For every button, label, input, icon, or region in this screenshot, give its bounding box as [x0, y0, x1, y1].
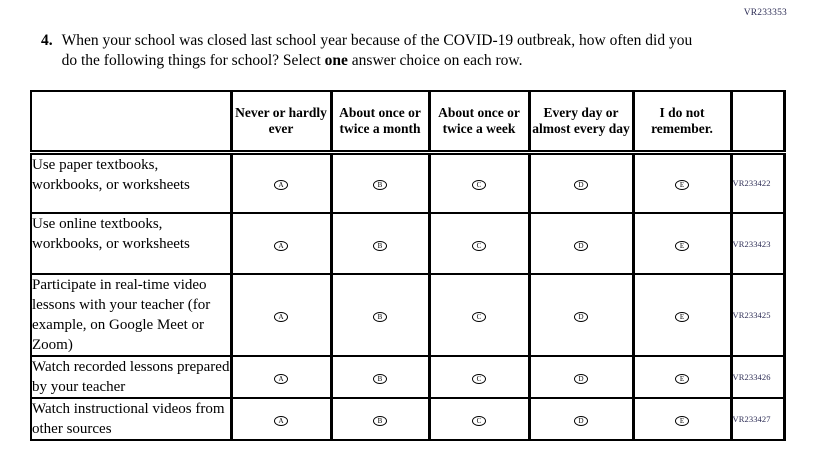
answer-cell-c[interactable]: C [427, 397, 530, 441]
answer-bubble-a[interactable]: A [274, 180, 288, 191]
answer-cell-d[interactable]: D [527, 397, 634, 441]
answer-cell-d[interactable]: D [527, 355, 634, 399]
answer-cell-e[interactable]: E [631, 273, 732, 357]
row-label: Use online textbooks, workbooks, or work… [30, 212, 232, 275]
row-label: Use paper textbooks, workbooks, or works… [30, 151, 232, 214]
answer-cell-a[interactable]: A [229, 273, 332, 357]
answer-bubble-b[interactable]: B [373, 180, 387, 191]
answer-cell-b[interactable]: B [329, 397, 430, 441]
answer-cell-b[interactable]: B [329, 355, 430, 399]
answer-cell-d[interactable]: D [527, 212, 634, 275]
answer-bubble-e[interactable]: E [675, 416, 689, 426]
table-row-video-lessons: Participate in real-time video lessons w… [30, 273, 786, 357]
answer-bubble-d[interactable]: D [574, 312, 588, 322]
question-text-before: When your school was closed last school … [61, 32, 693, 69]
header-row: Never or hardly ever About once or twice… [30, 90, 786, 155]
answer-cell-e[interactable]: E [631, 151, 732, 214]
answer-bubble-e[interactable]: E [675, 374, 689, 384]
answer-bubble-e[interactable]: E [675, 240, 689, 251]
answer-cell-e[interactable]: E [631, 355, 732, 399]
answer-bubble-a[interactable]: A [274, 240, 288, 251]
answer-bubble-a[interactable]: A [274, 374, 288, 384]
answer-bubble-d[interactable]: D [574, 180, 588, 191]
answer-bubble-d[interactable]: D [574, 374, 588, 384]
row-code: VR233427 [729, 397, 786, 441]
corner-cell [30, 90, 232, 155]
answer-cell-e[interactable]: E [631, 212, 732, 275]
form-code: VR233353 [743, 8, 787, 18]
answer-bubble-c[interactable]: C [472, 312, 486, 322]
answer-cell-c[interactable]: C [427, 355, 530, 399]
header-code-column [729, 90, 786, 155]
row-label: Watch instructional videos from other so… [30, 397, 232, 441]
answer-cell-e[interactable]: E [631, 397, 732, 441]
answer-cell-b[interactable]: B [329, 151, 430, 214]
header-never-or-hardly-ever: Never or hardly ever [229, 90, 332, 155]
answer-bubble-b[interactable]: B [373, 240, 387, 251]
row-code: VR233425 [729, 273, 786, 357]
answer-cell-d[interactable]: D [527, 151, 634, 214]
answer-cell-c[interactable]: C [427, 212, 530, 275]
answer-bubble-e[interactable]: E [675, 180, 689, 191]
answer-bubble-b[interactable]: B [373, 312, 387, 322]
table-row-online-textbooks: Use online textbooks, workbooks, or work… [30, 212, 786, 275]
answer-bubble-a[interactable]: A [274, 312, 288, 322]
row-code: VR233426 [729, 355, 786, 399]
answer-cell-c[interactable]: C [427, 273, 530, 357]
answer-cell-b[interactable]: B [329, 212, 430, 275]
answer-bubble-e[interactable]: E [675, 312, 689, 322]
answer-cell-a[interactable]: A [229, 151, 332, 214]
answer-bubble-c[interactable]: C [472, 374, 486, 384]
answer-cell-d[interactable]: D [527, 273, 634, 357]
answer-cell-b[interactable]: B [329, 273, 430, 357]
answer-bubble-d[interactable]: D [574, 416, 588, 426]
question-block: 4. When your school was closed last scho… [41, 31, 721, 71]
answer-cell-a[interactable]: A [229, 397, 332, 441]
row-label: Participate in real-time video lessons w… [30, 273, 232, 357]
question-number: 4. [41, 32, 53, 49]
answer-grid: Never or hardly ever About once or twice… [30, 90, 786, 441]
header-once-twice-week: About once or twice a week [427, 90, 530, 155]
row-code: VR233422 [729, 151, 786, 214]
table-row-recorded-lessons: Watch recorded lessons prepared by your … [30, 355, 786, 399]
header-do-not-remember: I do not remember. [631, 90, 732, 155]
question-text: When your school was closed last school … [62, 31, 702, 71]
answer-cell-c[interactable]: C [427, 151, 530, 214]
header-once-twice-month: About once or twice a month [329, 90, 430, 155]
answer-cell-a[interactable]: A [229, 212, 332, 275]
answer-bubble-c[interactable]: C [472, 416, 486, 426]
table-row-instructional-videos: Watch instructional videos from other so… [30, 397, 786, 441]
answer-bubble-b[interactable]: B [373, 416, 387, 426]
answer-bubble-a[interactable]: A [274, 416, 288, 426]
row-label: Watch recorded lessons prepared by your … [30, 355, 232, 399]
table-row-paper-textbooks: Use paper textbooks, workbooks, or works… [30, 151, 786, 214]
answer-bubble-c[interactable]: C [472, 240, 486, 251]
question-text-after: answer choice on each row. [347, 52, 523, 69]
header-every-day: Every day or almost every day [527, 90, 634, 155]
answer-bubble-b[interactable]: B [373, 374, 387, 384]
answer-bubble-c[interactable]: C [472, 180, 486, 191]
answer-bubble-d[interactable]: D [574, 240, 588, 251]
question-text-bold: one [324, 52, 348, 69]
row-code: VR233423 [729, 212, 786, 275]
answer-cell-a[interactable]: A [229, 355, 332, 399]
